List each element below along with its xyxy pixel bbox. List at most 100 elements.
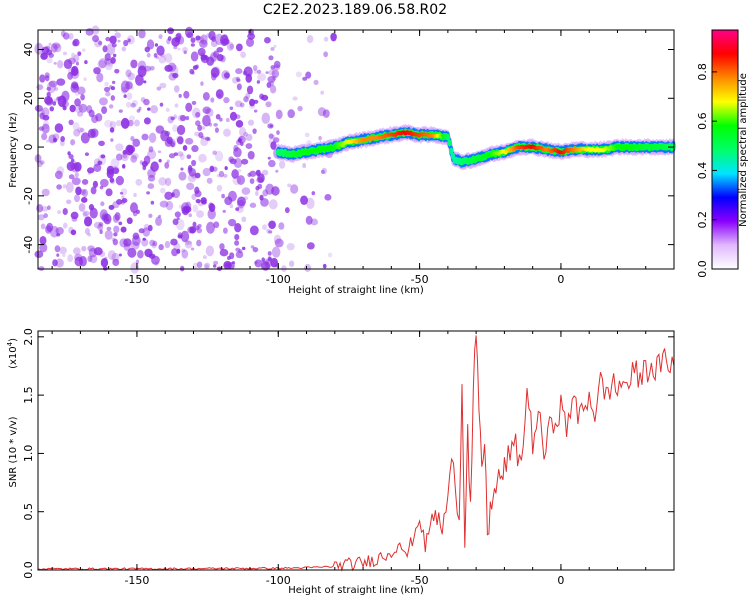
noise-blob <box>242 70 248 76</box>
noise-blob <box>212 150 218 155</box>
noise-blob <box>318 135 322 141</box>
noise-blob <box>187 240 192 245</box>
noise-blob <box>93 221 102 229</box>
noise-blob <box>179 114 187 122</box>
noise-blob <box>73 54 80 63</box>
noise-blob <box>128 115 135 122</box>
noise-blob <box>54 123 64 133</box>
noise-blob <box>62 105 67 111</box>
noise-blob <box>74 104 83 113</box>
noise-blob <box>130 102 136 108</box>
snr-panel: -150 -100 -50 0 0.0 0.5 1.0 1.5 2.0 Height of s… <box>6 328 675 596</box>
noise-blob <box>321 167 327 175</box>
noise-blob <box>150 200 155 205</box>
noise-blob <box>164 139 173 147</box>
noise-blob <box>271 246 281 258</box>
noise-blob <box>195 35 201 41</box>
noise-blob <box>240 51 247 59</box>
noise-blob <box>257 73 267 81</box>
noise-blob <box>101 106 108 115</box>
noise-blob <box>148 146 154 153</box>
noise-blob <box>186 154 192 159</box>
noise-blob <box>74 98 81 107</box>
noise-blob <box>116 199 123 205</box>
noise-blob <box>170 238 178 246</box>
noise-blob <box>158 55 167 64</box>
noise-blob <box>38 126 45 131</box>
noise-blob <box>254 190 259 197</box>
noise-blob <box>233 147 242 158</box>
noise-blob <box>110 138 114 142</box>
noise-blob <box>56 166 65 175</box>
noise-blob <box>93 67 101 75</box>
spectrogram-ridge <box>276 123 676 171</box>
noise-blob <box>94 39 102 48</box>
noise-blob <box>264 259 272 269</box>
noise-blob <box>73 162 82 172</box>
noise-blob <box>59 139 65 147</box>
noise-blob <box>107 250 116 261</box>
noise-blob <box>87 170 92 175</box>
noise-blob <box>228 262 235 270</box>
noise-blob <box>181 248 186 253</box>
noise-blob <box>212 264 217 268</box>
noise-blob <box>39 160 45 165</box>
noise-blob <box>126 145 136 154</box>
noise-blob <box>223 227 228 234</box>
noise-blob <box>176 124 186 136</box>
noise-blob <box>219 248 229 257</box>
noise-blob <box>180 167 184 171</box>
noise-blob <box>105 188 113 197</box>
noise-blob <box>81 188 89 198</box>
noise-blob <box>44 75 50 82</box>
colorbar-tick-label: 0.6 <box>696 112 709 130</box>
noise-blob <box>130 59 138 69</box>
noise-blob <box>190 247 195 251</box>
noise-blob <box>164 191 173 200</box>
noise-blob <box>256 69 262 74</box>
noise-blob <box>147 107 151 111</box>
noise-blob <box>66 161 76 172</box>
noise-blob <box>268 69 276 76</box>
noise-blob <box>57 210 62 215</box>
snr-x-ticks: -150 -100 -50 0 <box>51 331 675 587</box>
noise-blob <box>160 52 166 58</box>
noise-blob <box>95 113 103 122</box>
noise-blob <box>115 153 123 161</box>
noise-blob <box>170 116 175 121</box>
noise-blob <box>266 228 271 234</box>
noise-blob <box>82 211 88 218</box>
noise-blob <box>118 253 122 257</box>
noise-blob <box>99 229 103 235</box>
noise-blob <box>98 40 103 46</box>
noise-blob <box>40 52 48 60</box>
noise-blob <box>264 37 271 44</box>
noise-blob <box>330 32 337 42</box>
noise-blob <box>65 181 74 193</box>
noise-blob <box>37 108 45 117</box>
colorbar-frame <box>711 29 739 270</box>
noise-blob <box>42 120 50 129</box>
noise-blob <box>222 209 226 213</box>
noise-blob <box>200 34 208 45</box>
spectrogram-x-label: Height of straight line (km) <box>288 285 424 296</box>
noise-blob <box>119 191 124 195</box>
noise-blob <box>201 126 206 130</box>
noise-blob <box>174 36 181 43</box>
noise-blob <box>273 64 281 71</box>
noise-blob <box>256 80 261 84</box>
chart-title: C2E2.2023.189.06.58.R02 <box>263 2 447 18</box>
x-tick-label: -100 <box>266 273 291 286</box>
noise-blob <box>71 216 78 222</box>
noise-blob <box>151 255 160 265</box>
noise-blob <box>133 192 137 198</box>
noise-blob <box>252 247 259 253</box>
noise-blob <box>234 100 243 108</box>
noise-blob <box>297 105 303 112</box>
noise-blob <box>112 238 119 246</box>
noise-blob <box>149 65 155 71</box>
noise-blob <box>235 247 241 252</box>
noise-blob <box>39 236 47 245</box>
noise-blob <box>262 189 269 197</box>
noise-blob <box>123 94 127 99</box>
